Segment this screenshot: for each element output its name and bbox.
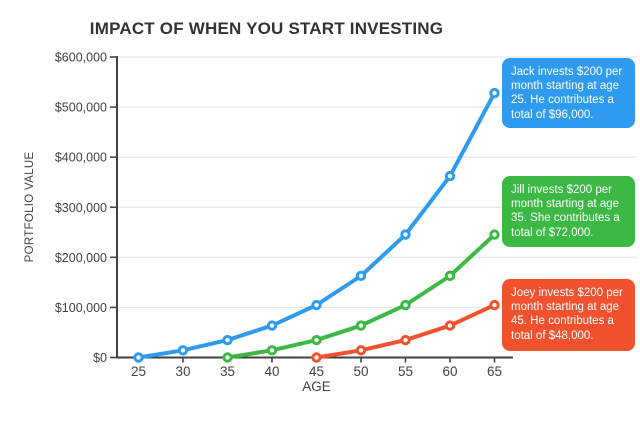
joey-callout: Joey invests $200 per month starting at …: [502, 279, 635, 351]
x-tick-label: 30: [175, 364, 190, 379]
data-point-jill-55: [400, 299, 411, 311]
data-point-jack-25: [133, 352, 144, 363]
y-tick-label: $100,000: [55, 301, 107, 315]
data-point-jill-35: [222, 352, 233, 363]
series-line-jill: [225, 232, 497, 360]
x-tick-label: 50: [353, 364, 368, 379]
data-point-jack-45: [311, 299, 322, 311]
y-tick-label: $600,000: [55, 51, 107, 65]
series-line-jack: [136, 91, 497, 360]
x-axis-title: AGE: [302, 379, 331, 394]
jack-callout-text: Jack invests $200 per month starting at …: [511, 66, 623, 121]
y-axis-title: PORTFOLIO VALUE: [24, 152, 36, 263]
jill-callout-text: Jill invests $200 per month starting at …: [511, 184, 620, 239]
y-tick-label: $300,000: [55, 201, 107, 215]
x-tick-label: 25: [131, 364, 146, 379]
data-point-jill-50: [355, 320, 367, 331]
data-point-jill-65: [489, 229, 500, 240]
data-point-joey-60: [444, 320, 456, 331]
jill-callout: Jill invests $200 per month starting at …: [502, 176, 635, 247]
data-point-jill-60: [444, 270, 456, 282]
data-point-joey-65: [489, 299, 500, 311]
data-point-jack-40: [266, 320, 278, 331]
y-tick-label: $0: [93, 351, 107, 365]
x-tick-label: 45: [309, 364, 324, 379]
data-point-jack-30: [177, 345, 189, 356]
x-tick-label: 55: [398, 364, 413, 379]
data-point-jack-65: [489, 87, 500, 99]
x-tick-label: 40: [264, 364, 279, 379]
data-point-joey-45: [311, 352, 322, 363]
data-point-joey-55: [400, 334, 411, 346]
x-tick-label: 60: [442, 364, 457, 379]
data-point-jack-50: [355, 270, 367, 282]
x-tick-label: 35: [220, 364, 235, 379]
y-tick-label: $400,000: [55, 151, 107, 165]
data-point-jack-60: [444, 170, 456, 182]
y-tick-label: $200,000: [55, 251, 107, 265]
chart-title: IMPACT OF WHEN YOU START INVESTING: [89, 19, 444, 38]
jack-callout: Jack invests $200 per month starting at …: [502, 58, 635, 128]
x-tick-label: 65: [487, 364, 502, 379]
data-point-jack-35: [222, 334, 233, 346]
data-point-jill-40: [266, 345, 278, 356]
y-tick-label: $500,000: [55, 101, 107, 115]
joey-callout-text: Joey invests $200 per month starting at …: [511, 287, 623, 342]
data-point-jack-55: [400, 229, 411, 240]
data-point-jill-45: [311, 334, 322, 346]
data-point-joey-50: [355, 345, 367, 356]
